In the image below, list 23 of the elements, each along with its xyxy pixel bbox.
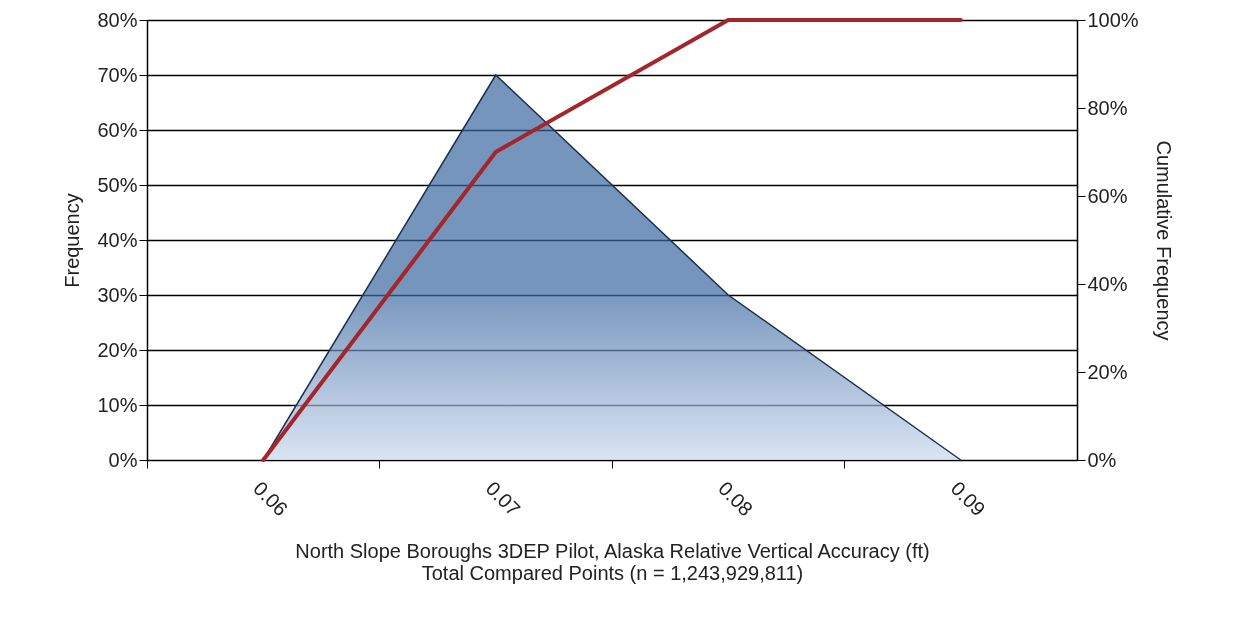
x-axis-title: North Slope Boroughs 3DEP Pilot, Alaska Relative Vertical Accuracy (ft) xyxy=(295,540,930,563)
x-tick-label: 0.08 xyxy=(714,477,758,521)
x-tick-label: 0.06 xyxy=(249,477,293,521)
y-tick-label: 40% xyxy=(97,228,138,251)
x-tick-label: 0.09 xyxy=(946,477,990,521)
y2-tick-label: 20% xyxy=(1087,360,1128,383)
text: Total Compared Points (n = 1,243,929,811) xyxy=(421,562,804,585)
y-tick-label: 20% xyxy=(97,338,138,361)
y2-tick-label: 60% xyxy=(1087,184,1128,207)
y-tick-label: 0% xyxy=(108,448,138,471)
y-tick-label: 30% xyxy=(97,283,138,306)
y2-axis-title: Cumulative Frequency xyxy=(1152,140,1175,341)
y2-tick-label: 0% xyxy=(1087,448,1117,471)
y2-tick-label: 80% xyxy=(1087,96,1128,119)
x-tick-label: 0.07 xyxy=(481,477,525,521)
y-tick-label: 80% xyxy=(97,8,138,31)
y-tick-label: 50% xyxy=(97,173,138,196)
y-tick-label: 60% xyxy=(97,118,138,141)
y-tick-label: 10% xyxy=(97,393,138,416)
y-tick-label: 70% xyxy=(97,63,138,86)
y2-tick-label: 40% xyxy=(1087,272,1128,295)
y2-tick-label: 100% xyxy=(1087,8,1139,31)
y-axis-title: Frequency xyxy=(61,193,84,288)
